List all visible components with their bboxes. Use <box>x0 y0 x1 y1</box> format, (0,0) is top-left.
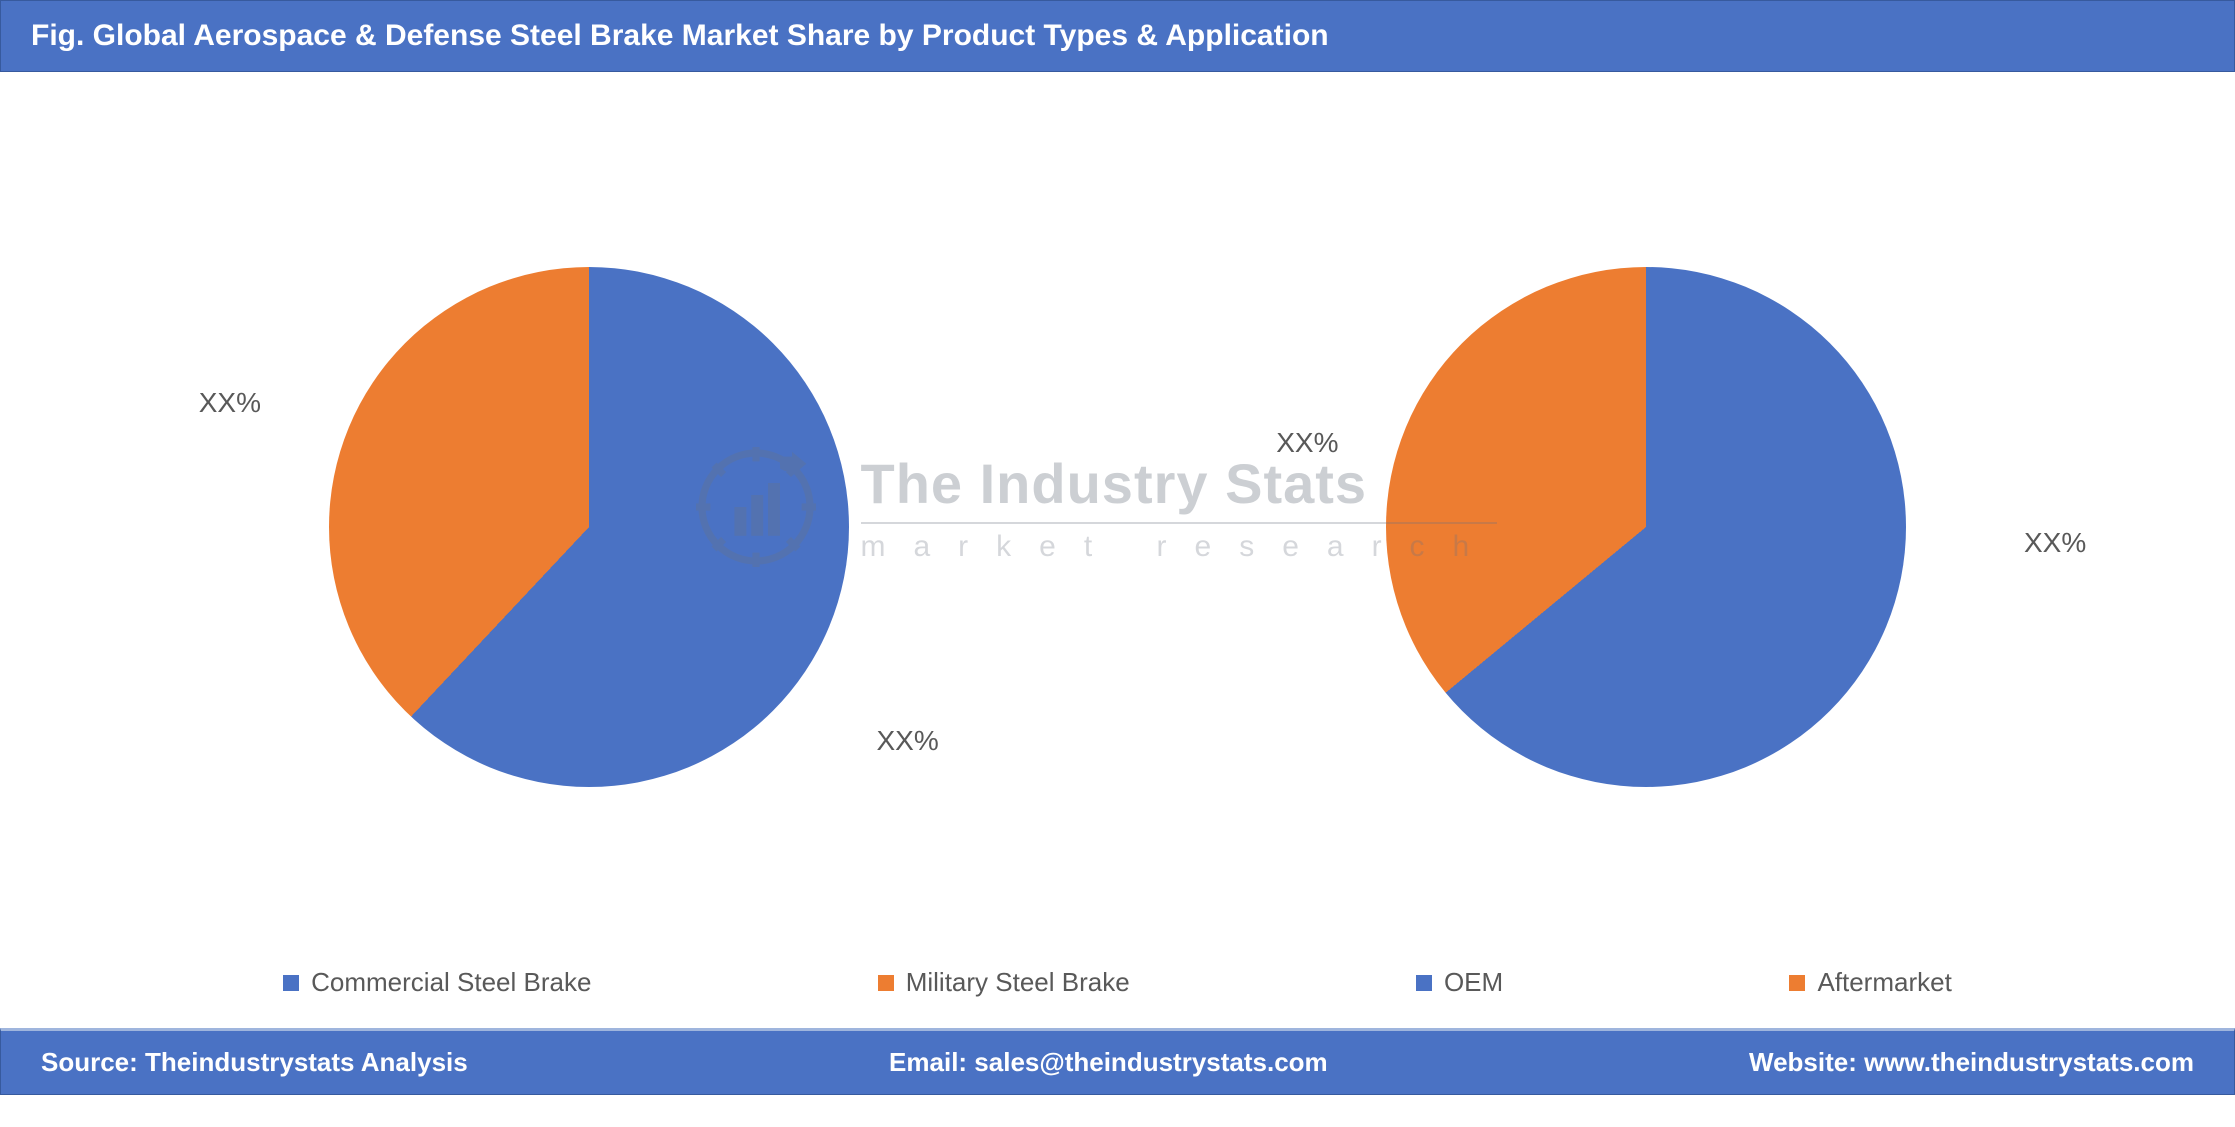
right-pie-slice2-label: XX% <box>1276 427 1338 459</box>
legend-item-commercial: Commercial Steel Brake <box>283 967 591 998</box>
legend-item-aftermarket: Aftermarket <box>1789 967 1951 998</box>
legend-label: OEM <box>1444 967 1503 998</box>
legend-item-military: Military Steel Brake <box>878 967 1130 998</box>
footer-website: Website: www.theindustrystats.com <box>1749 1047 2194 1078</box>
legend-swatch-icon <box>1789 975 1805 991</box>
left-pie-container: XX% XX% <box>139 177 1039 877</box>
left-pie-chart <box>329 267 849 787</box>
legend-label: Aftermarket <box>1817 967 1951 998</box>
footer-email: Email: sales@theindustrystats.com <box>889 1047 1328 1078</box>
chart-area: XX% XX% XX% XX% The Industr <box>0 72 2235 942</box>
footer-bar: Source: Theindustrystats Analysis Email:… <box>0 1028 2235 1095</box>
footer-source: Source: Theindustrystats Analysis <box>41 1047 468 1078</box>
header-bar: Fig. Global Aerospace & Defense Steel Br… <box>0 0 2235 72</box>
legend-swatch-icon <box>283 975 299 991</box>
legend-swatch-icon <box>878 975 894 991</box>
header-title: Fig. Global Aerospace & Defense Steel Br… <box>31 19 1329 52</box>
legend-label: Military Steel Brake <box>906 967 1130 998</box>
legend-label: Commercial Steel Brake <box>311 967 591 998</box>
left-pie-slice1-label: XX% <box>877 725 939 757</box>
legend-swatch-icon <box>1416 975 1432 991</box>
right-pie-chart <box>1386 267 1906 787</box>
legend-item-oem: OEM <box>1416 967 1503 998</box>
left-pie-slice2-label: XX% <box>199 387 261 419</box>
right-pie-container: XX% XX% <box>1196 177 2096 877</box>
legend-row: Commercial Steel Brake Military Steel Br… <box>0 942 2235 1028</box>
right-pie-slice1-label: XX% <box>2024 527 2086 559</box>
